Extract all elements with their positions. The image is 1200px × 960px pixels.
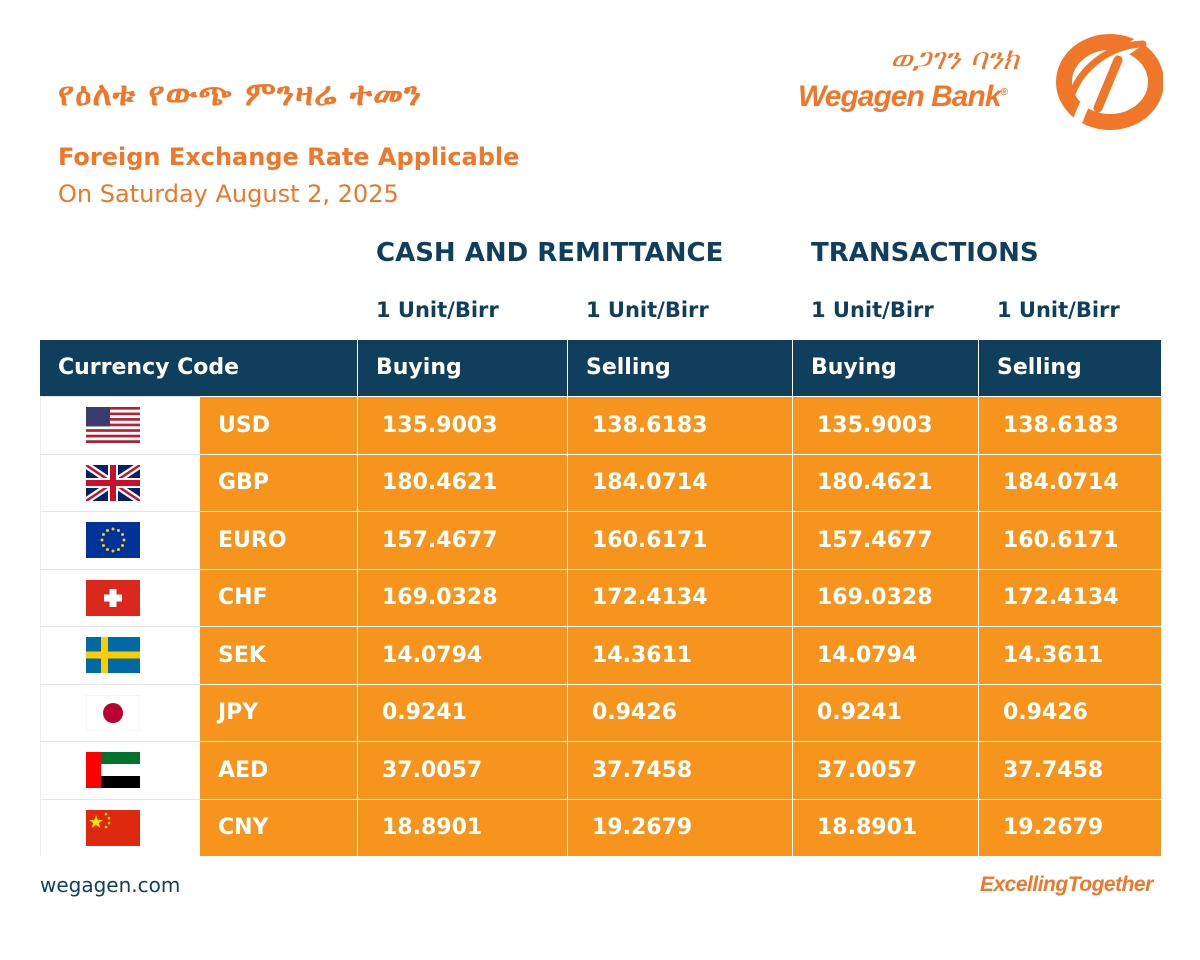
- cash-selling-rate: 160.6171: [567, 511, 792, 569]
- table-row: JPY 0.9241 0.9426 0.9241 0.9426: [40, 683, 1161, 741]
- tx-selling-rate: 160.6171: [978, 511, 1161, 569]
- table-row: AED 37.0057 37.7458 37.0057 37.7458: [40, 741, 1161, 799]
- se-flag-icon: [40, 626, 200, 684]
- table-body: USD 135.9003 138.6183 135.9003 138.6183 GBP 18…: [40, 396, 1161, 856]
- currency-code: USD: [200, 396, 357, 454]
- ch-flag-icon: [40, 568, 200, 626]
- logo-name-amharic: ወጋገን ባንክ: [890, 42, 1019, 77]
- header-cash-selling: Selling: [567, 340, 792, 396]
- unit-label-tx-selling: 1 Unit/Birr: [997, 298, 1120, 322]
- cash-buying-rate: 180.4621: [357, 453, 567, 511]
- tx-buying-rate: 169.0328: [792, 568, 978, 626]
- tx-selling-rate: 184.0714: [978, 453, 1161, 511]
- cash-selling-rate: 14.3611: [567, 626, 792, 684]
- header-tx-buying: Buying: [792, 340, 978, 396]
- logo-name-english: Wegagen Bank®: [798, 80, 1008, 114]
- currency-code: CHF: [200, 568, 357, 626]
- uk-flag-icon: [40, 453, 200, 511]
- page-subtitle: Foreign Exchange Rate Applicable: [58, 143, 520, 171]
- table-header-row: Currency Code Buying Selling Buying Sell…: [40, 340, 1161, 396]
- cash-buying-rate: 14.0794: [357, 626, 567, 684]
- page-title-amharic: የዕለቱ የውጭ ምንዛሬ ተመን: [58, 74, 423, 113]
- cash-buying-rate: 169.0328: [357, 568, 567, 626]
- logo-name-text: Wegagen Bank: [798, 80, 1001, 113]
- tx-selling-rate: 19.2679: [978, 798, 1161, 856]
- header-currency-code: Currency Code: [58, 355, 240, 380]
- tx-selling-rate: 0.9426: [978, 683, 1161, 741]
- eu-flag-icon: [40, 511, 200, 569]
- tx-buying-rate: 14.0794: [792, 626, 978, 684]
- tx-buying-rate: 157.4677: [792, 511, 978, 569]
- exchange-rate-table: Currency Code Buying Selling Buying Sell…: [40, 340, 1161, 856]
- ae-flag-icon: [40, 741, 200, 799]
- table-row: CHF 169.0328 172.4134 169.0328 172.4134: [40, 568, 1161, 626]
- unit-label-cash-buying: 1 Unit/Birr: [376, 298, 499, 322]
- cash-selling-rate: 138.6183: [567, 396, 792, 454]
- logo-mark-icon: [1056, 33, 1163, 130]
- group-cash-remittance: CASH AND REMITTANCE: [376, 238, 724, 268]
- currency-code: AED: [200, 741, 357, 799]
- cash-buying-rate: 157.4677: [357, 511, 567, 569]
- cash-buying-rate: 0.9241: [357, 683, 567, 741]
- currency-code: EURO: [200, 511, 357, 569]
- table-row: CNY 18.8901 19.2679 18.8901 19.2679: [40, 798, 1161, 856]
- footer-tagline: ExcellingTogether: [980, 873, 1153, 896]
- jp-flag-icon: [40, 683, 200, 741]
- cn-flag-icon: [40, 798, 200, 856]
- cash-buying-rate: 18.8901: [357, 798, 567, 856]
- currency-code: SEK: [200, 626, 357, 684]
- group-transactions: TRANSACTIONS: [811, 238, 1039, 268]
- cash-buying-rate: 37.0057: [357, 741, 567, 799]
- tx-buying-rate: 135.9003: [792, 396, 978, 454]
- cash-selling-rate: 37.7458: [567, 741, 792, 799]
- tx-buying-rate: 180.4621: [792, 453, 978, 511]
- table-row: USD 135.9003 138.6183 135.9003 138.6183: [40, 396, 1161, 454]
- tx-selling-rate: 14.3611: [978, 626, 1161, 684]
- currency-code: GBP: [200, 453, 357, 511]
- cash-selling-rate: 0.9426: [567, 683, 792, 741]
- header-tx-selling: Selling: [978, 340, 1161, 396]
- tx-selling-rate: 37.7458: [978, 741, 1161, 799]
- cash-selling-rate: 184.0714: [567, 453, 792, 511]
- tx-selling-rate: 138.6183: [978, 396, 1161, 454]
- wegagen-logo: ወጋገን ባንክ Wegagen Bank®: [790, 30, 1170, 130]
- rate-date: On Saturday August 2, 2025: [58, 180, 399, 208]
- header-cash-buying: Buying: [357, 340, 567, 396]
- currency-code: CNY: [200, 798, 357, 856]
- unit-label-tx-buying: 1 Unit/Birr: [811, 298, 934, 322]
- registered-mark: ®: [1000, 87, 1008, 98]
- tx-buying-rate: 0.9241: [792, 683, 978, 741]
- unit-label-cash-selling: 1 Unit/Birr: [586, 298, 709, 322]
- table-row: GBP 180.4621 184.0714 180.4621 184.0714: [40, 453, 1161, 511]
- cash-buying-rate: 135.9003: [357, 396, 567, 454]
- footer-website[interactable]: wegagen.com: [40, 873, 181, 897]
- cash-selling-rate: 172.4134: [567, 568, 792, 626]
- tx-buying-rate: 18.8901: [792, 798, 978, 856]
- table-row: SEK 14.0794 14.3611 14.0794 14.3611: [40, 626, 1161, 684]
- tx-buying-rate: 37.0057: [792, 741, 978, 799]
- cash-selling-rate: 19.2679: [567, 798, 792, 856]
- table-row: EURO 157.4677 160.6171 157.4677 160.6171: [40, 511, 1161, 569]
- tx-selling-rate: 172.4134: [978, 568, 1161, 626]
- currency-code: JPY: [200, 683, 357, 741]
- us-flag-icon: [40, 396, 200, 454]
